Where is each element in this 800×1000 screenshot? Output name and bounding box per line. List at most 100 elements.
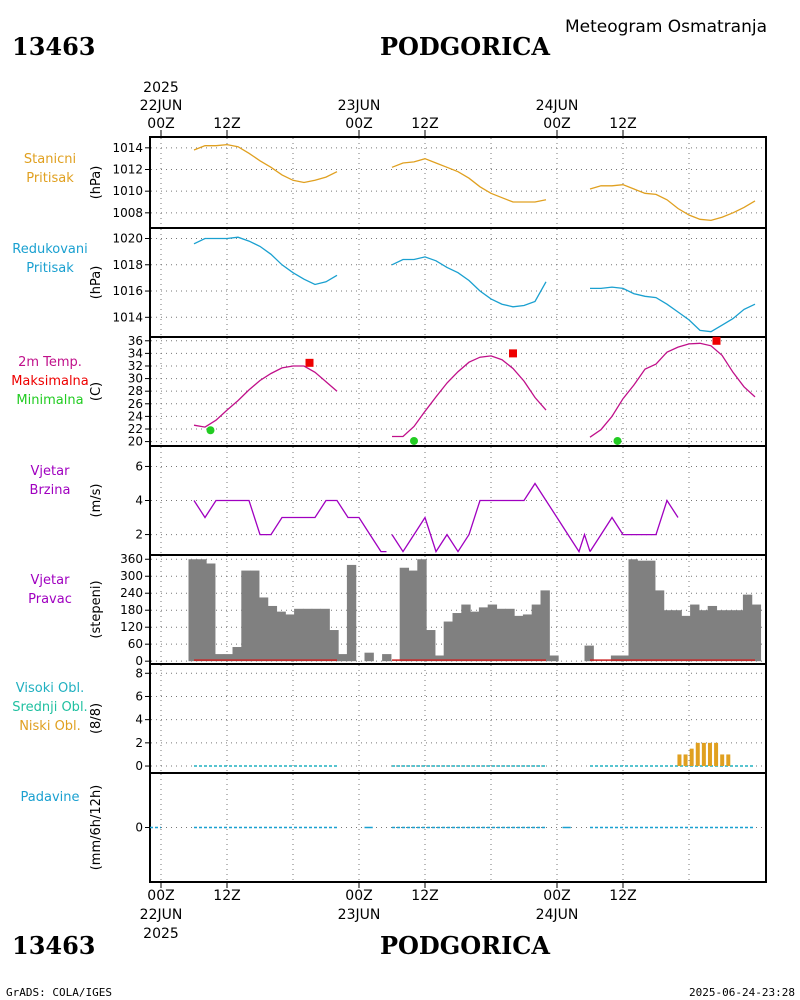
y-tick-label: 60 — [128, 637, 143, 651]
y-tick-label: 6 — [135, 689, 143, 703]
series-line-stanicni-1 — [391, 158, 547, 203]
y-axis-label: (C) — [89, 382, 104, 401]
series-line-vjetar_brzina-2 — [589, 498, 679, 552]
y-axis-label: (m/s) — [89, 484, 104, 518]
y-tick-label: 0 — [135, 821, 143, 835]
series-line-redukovani-0 — [193, 236, 338, 286]
direction-bar — [751, 604, 762, 662]
station-name-top: PODGORICA — [380, 32, 550, 61]
y-tick-label: 240 — [120, 586, 143, 600]
y-tick-label: 4 — [135, 494, 143, 508]
y-tick-label: 30 — [128, 372, 143, 386]
direction-bar — [470, 611, 480, 662]
bottom-tick-label: 00Z — [147, 888, 174, 904]
direction-bar — [514, 615, 524, 662]
direction-bar — [258, 597, 269, 662]
grads-credit: GrADS: COLA/IGES — [6, 986, 112, 999]
panel-label-line: Visoki Obl. — [16, 681, 84, 696]
direction-bar — [232, 647, 242, 662]
panel-frame — [149, 136, 767, 229]
direction-bar — [311, 608, 322, 662]
y-tick-label: 1018 — [112, 258, 143, 272]
direction-bar — [426, 630, 436, 662]
direction-bar — [742, 594, 753, 662]
max-temp-marker — [509, 349, 517, 358]
panel-frame — [149, 663, 767, 774]
direction-bar — [250, 570, 260, 662]
direction-bar — [716, 610, 726, 662]
y-axis-label: (hPa) — [89, 266, 104, 300]
y-tick-label: 120 — [120, 620, 143, 634]
meteogram-subtitle: Meteogram Osmatranja — [565, 17, 767, 37]
direction-bar — [346, 564, 357, 662]
min-temp-marker — [410, 436, 418, 445]
y-tick-label: 36 — [128, 334, 143, 348]
low-cloud-bar — [683, 754, 688, 767]
panel-label-line: Vjetar — [31, 464, 71, 479]
y-tick-label: 2 — [135, 736, 143, 750]
panel-label-line: Niski Obl. — [19, 719, 81, 734]
top-tick-label: 00Z — [345, 116, 372, 132]
panel-vjetar_brzina: 2 4 6 (m/s) Vjetar Brzina — [30, 445, 767, 556]
direction-bar — [628, 559, 638, 662]
min-temp-marker — [613, 436, 622, 445]
bottom-day-label: 24JUN — [536, 907, 579, 923]
direction-bar — [619, 655, 630, 662]
y-tick-label: 0 — [135, 654, 143, 668]
direction-bar — [408, 570, 418, 662]
y-tick-label: 0 — [135, 759, 143, 773]
panel-label-line: Padavine — [21, 790, 80, 805]
bottom-tick-label: 12Z — [411, 888, 438, 904]
direction-bar — [434, 655, 445, 662]
panel-stanicni: 1008 1010 1012 1014 (hPa) Stanicni Pritisak — [24, 136, 767, 229]
panel-label-line: Stanicni — [24, 152, 76, 167]
y-tick-label: 32 — [128, 359, 143, 373]
y-tick-label: 1012 — [112, 163, 143, 177]
y-tick-label: 8 — [135, 666, 143, 680]
direction-bar — [496, 608, 506, 662]
direction-bar — [690, 604, 700, 662]
direction-bar — [294, 608, 304, 662]
station-id-bottom: 13463 — [12, 931, 96, 960]
panel-label-line: Maksimalna — [11, 374, 89, 389]
series-line-stanicni-0 — [193, 143, 338, 184]
panel-frame — [149, 336, 767, 447]
y-tick-label: 1020 — [112, 232, 143, 246]
panel-label-line: Brzina — [30, 483, 71, 498]
direction-bar — [267, 605, 278, 662]
panel-label-line: 2m Temp. — [18, 355, 82, 370]
direction-bar — [540, 590, 550, 662]
y-tick-label: 360 — [120, 552, 143, 566]
max-temp-marker — [305, 358, 314, 367]
y-tick-label: 1008 — [112, 206, 143, 220]
direction-bar — [382, 654, 392, 662]
panel-label-line: Pravac — [28, 592, 72, 607]
direction-bar — [443, 621, 454, 662]
y-tick-label: 2 — [135, 528, 143, 542]
station-name-bottom: PODGORICA — [380, 931, 550, 960]
y-tick-label: 24 — [128, 409, 143, 423]
direction-bar — [302, 608, 313, 662]
direction-bar — [285, 614, 295, 662]
direction-bar — [698, 610, 709, 662]
y-tick-label: 1016 — [112, 284, 143, 298]
direction-bar — [188, 559, 198, 662]
y-axis-label: (stepeni) — [89, 580, 104, 638]
series-line-stanicni-2 — [589, 184, 756, 222]
panel-padavine: 0 (mm/6h/12h) Padavine — [21, 772, 767, 883]
top-day-label: 23JUN — [338, 98, 381, 114]
y-tick-label: 1014 — [112, 310, 143, 324]
y-tick-label: 22 — [128, 422, 143, 436]
direction-bar — [241, 570, 251, 662]
y-axis-label: (mm/6h/12h) — [89, 785, 104, 871]
low-cloud-bar — [720, 754, 725, 767]
panel-label-line: Minimalna — [16, 393, 83, 408]
series-line-vjetar_brzina-1 — [391, 482, 591, 554]
panel-vjetar_pravac: 0 60 120 180 240 300 360 (stepeni) Vjetar Pravac — [28, 552, 767, 668]
direction-bar — [223, 654, 234, 662]
direction-bar — [338, 654, 348, 662]
top-tick-label: 00Z — [147, 116, 174, 132]
series-line-vjetar_brzina-0 — [193, 499, 387, 553]
low-cloud-bar — [677, 754, 682, 767]
